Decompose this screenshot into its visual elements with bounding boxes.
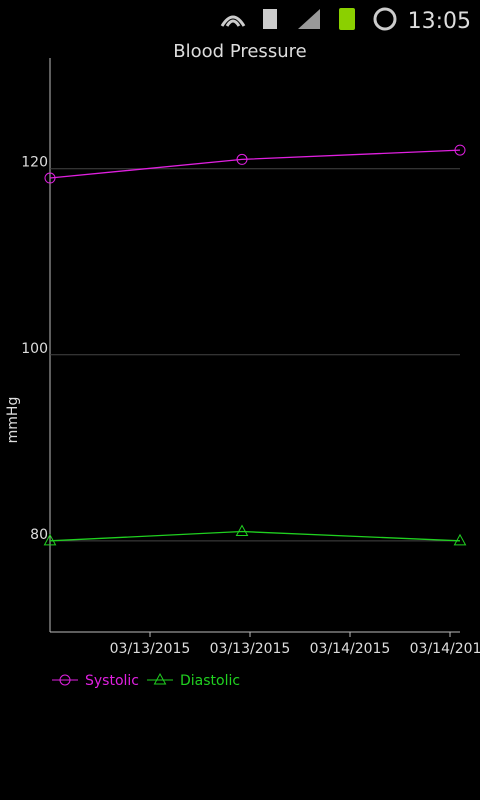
x-tick-label: 03/14/2015 (410, 641, 480, 657)
point (44, 172, 56, 184)
status-time: 13:05 (408, 9, 471, 34)
x-tick-label: 03/13/2015 (210, 641, 291, 657)
sim-icon (263, 9, 277, 29)
point (43, 533, 57, 546)
point (454, 144, 466, 156)
wifi-icon (225, 19, 241, 27)
legend-label: Diastolic (180, 673, 240, 689)
x-tick-label: 03/13/2015 (110, 641, 191, 657)
point (453, 533, 467, 546)
legend-item: Diastolic (147, 672, 240, 689)
signal-icon (298, 9, 320, 29)
x-tick-label: 03/14/2015 (310, 641, 391, 657)
series-line (49, 149, 461, 179)
y-tick-label: 120 (21, 155, 48, 171)
y-tick-label: 80 (30, 527, 48, 543)
alarm-icon (373, 7, 397, 31)
legend-marker (153, 672, 167, 685)
legend-label: Systolic (85, 673, 139, 689)
point (236, 153, 248, 165)
series-line (49, 530, 461, 542)
status-bar: 13:05 (220, 7, 471, 34)
legend-marker (59, 674, 71, 686)
point (235, 524, 249, 537)
legend-item: Systolic (52, 673, 139, 689)
y-axis-label: mmHg (5, 397, 21, 444)
chart-title: Blood Pressure (173, 41, 306, 62)
wifi-icon (220, 15, 246, 27)
battery-icon (339, 8, 355, 30)
y-tick-label: 100 (21, 341, 48, 357)
